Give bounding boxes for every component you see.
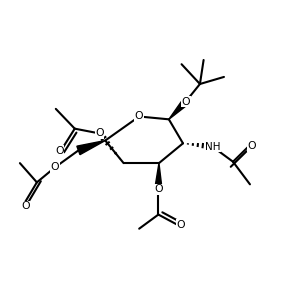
Text: O: O — [51, 162, 59, 172]
Text: O: O — [21, 201, 30, 211]
Polygon shape — [155, 163, 162, 189]
Text: O: O — [247, 141, 256, 151]
Text: O: O — [154, 184, 163, 194]
Text: O: O — [55, 146, 64, 156]
Text: O: O — [176, 220, 185, 230]
Text: O: O — [95, 128, 104, 139]
Polygon shape — [77, 141, 105, 155]
Text: O: O — [135, 111, 143, 122]
Text: O: O — [181, 97, 190, 106]
Polygon shape — [169, 99, 189, 119]
Text: NH: NH — [205, 142, 220, 152]
